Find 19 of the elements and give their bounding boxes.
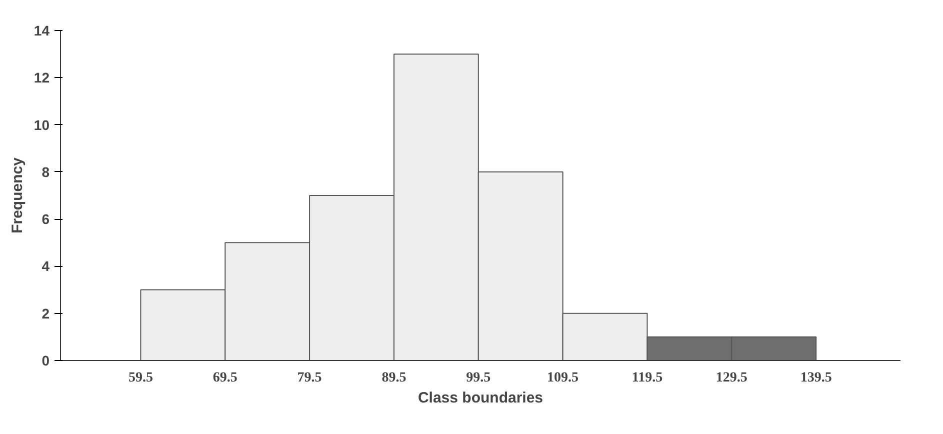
y-tick-label: 4 [42, 258, 50, 274]
y-tick-label: 8 [42, 164, 50, 180]
y-tick-label: 12 [34, 70, 50, 86]
y-tick-label: 10 [34, 116, 50, 133]
y-axis-title: Frequency [8, 156, 26, 234]
x-tick-label: 59.5 [128, 370, 153, 386]
y-tick-label: 14 [34, 22, 50, 38]
x-axis-title: Class boundaries [418, 390, 544, 406]
x-tick-label: 129.5 [716, 370, 748, 386]
x-tick-label: 99.5 [466, 370, 491, 386]
x-tick-label: 69.5 [212, 370, 238, 386]
x-tick-label: 79.5 [297, 370, 322, 386]
x-tick-label: 139.5 [800, 370, 832, 386]
x-tick-label: 119.5 [632, 370, 663, 386]
x-tick-label: 89.5 [382, 370, 406, 386]
y-tick-label: 2 [42, 305, 50, 322]
y-tick-label: 6 [42, 211, 50, 228]
y-tick-label: 0 [42, 352, 50, 368]
x-tick-label: 109.5 [547, 370, 579, 386]
